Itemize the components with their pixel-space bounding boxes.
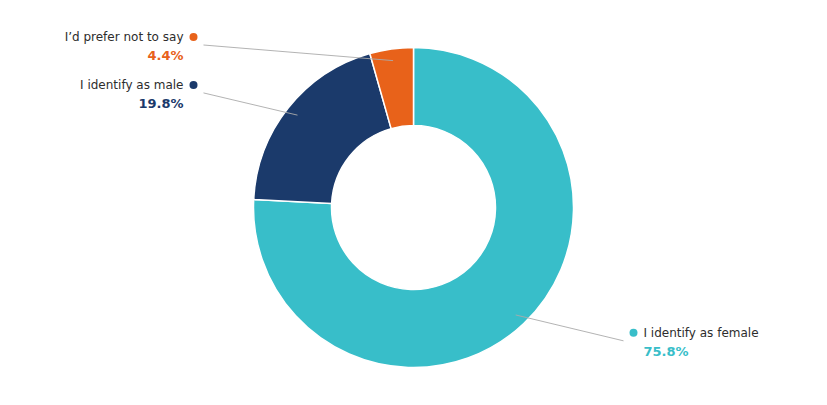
leader-line: [516, 315, 624, 341]
chart: I identify as female 75.8% I identify as m…: [0, 0, 827, 405]
label-dot: [190, 33, 198, 41]
data-label: 4.4%: [147, 48, 183, 63]
slice-label: I’d prefer not to say: [65, 30, 184, 44]
slice: [254, 54, 391, 204]
slice: [253, 48, 573, 368]
label-dot: [190, 81, 198, 89]
slice-label: I identify as male: [80, 78, 183, 92]
labels: I identify as female 75.8% I identify as m…: [65, 30, 759, 359]
donut: [253, 48, 573, 368]
data-label: 19.8%: [138, 96, 183, 111]
label-dot: [630, 329, 638, 337]
data-label: 75.8%: [644, 344, 689, 359]
slice-label: I identify as female: [644, 326, 759, 340]
leader-line: [204, 45, 394, 61]
leader-line: [204, 93, 298, 115]
